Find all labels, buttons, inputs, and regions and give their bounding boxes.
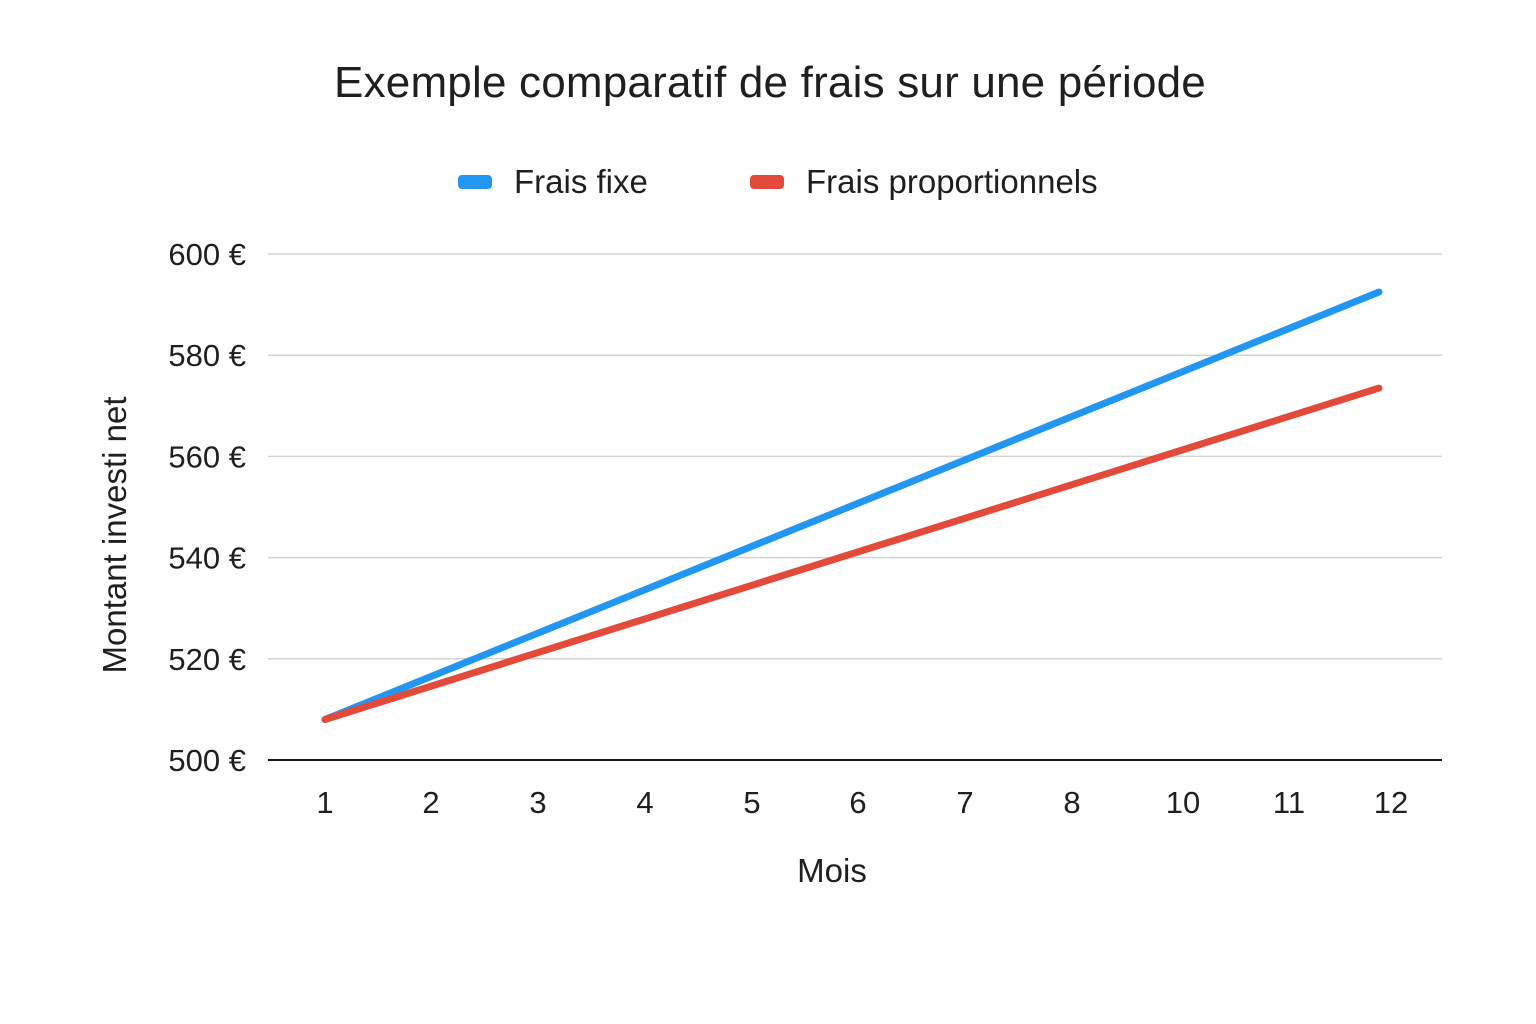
axis-labels: 500 €520 €540 €560 €580 €600 €1 2 3 4 5 6 7 8 10…	[96, 237, 1408, 889]
x-tick-label-8: 8	[1063, 785, 1080, 820]
x-tick-label-5: 5	[743, 785, 760, 820]
series-lines	[321, 288, 1383, 724]
y-tick-label-560: 560 €	[168, 439, 246, 474]
y-tick-label-600: 600 €	[168, 237, 246, 272]
x-tick-label-2: 2	[422, 785, 439, 820]
x-tick-label-6: 6	[849, 785, 866, 820]
gridlines	[268, 253, 1442, 660]
chart-title: Exemple comparatif de frais sur une péri…	[334, 58, 1206, 107]
x-tick-label-3: 3	[529, 785, 546, 820]
x-tick-label-1: 1	[316, 785, 333, 820]
y-tick-label-500: 500 €	[168, 743, 246, 778]
x-tick-label-11: 11	[1273, 785, 1305, 820]
y-axis-title: Montant investi net	[96, 397, 133, 674]
x-tick-label-12: 12	[1374, 785, 1408, 820]
y-tick-label-540: 540 €	[168, 541, 246, 576]
legend-swatch-frais-fixe	[458, 175, 492, 189]
legend-item-frais-proportionnels: Frais proportionnels	[750, 160, 1098, 204]
chart-legend: Frais fixe Frais proportionnels	[0, 160, 1536, 204]
legend-label-frais-proportionnels: Frais proportionnels	[806, 163, 1098, 200]
x-tick-label-10: 10	[1166, 785, 1200, 820]
series-line-frais-proportionnels	[321, 384, 1383, 724]
series-line-frais-fixe	[321, 288, 1383, 724]
legend-item-frais-fixe: Frais fixe	[458, 160, 648, 204]
y-tick-label-580: 580 €	[168, 338, 246, 373]
y-tick-label-520: 520 €	[168, 642, 246, 677]
x-tick-label-7: 7	[956, 785, 973, 820]
legend-label-frais-fixe: Frais fixe	[514, 163, 648, 200]
x-tick-label-4: 4	[636, 785, 653, 820]
x-axis-title: Mois	[797, 852, 867, 889]
legend-swatch-frais-proportionnels	[750, 175, 784, 189]
